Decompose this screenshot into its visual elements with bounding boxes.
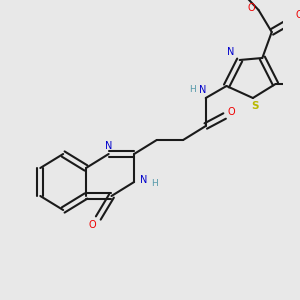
Text: N: N bbox=[105, 141, 112, 151]
Text: N: N bbox=[199, 85, 207, 95]
Text: O: O bbox=[247, 3, 255, 13]
Text: H: H bbox=[189, 85, 196, 94]
Text: N: N bbox=[226, 47, 234, 57]
Text: S: S bbox=[251, 101, 259, 111]
Text: N: N bbox=[140, 175, 147, 185]
Text: O: O bbox=[89, 220, 96, 230]
Text: O: O bbox=[295, 10, 300, 20]
Text: O: O bbox=[227, 107, 235, 117]
Text: H: H bbox=[152, 179, 158, 188]
